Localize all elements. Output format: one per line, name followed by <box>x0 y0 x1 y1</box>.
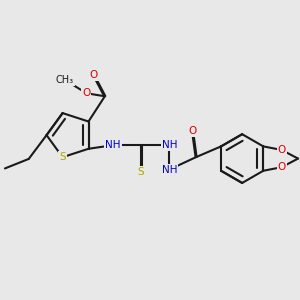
Text: S: S <box>138 167 144 177</box>
Text: S: S <box>59 152 66 162</box>
Text: O: O <box>188 126 197 136</box>
Text: NH: NH <box>162 140 177 150</box>
Text: O: O <box>278 162 286 172</box>
Text: O: O <box>82 88 91 98</box>
Text: O: O <box>278 145 286 155</box>
Text: CH₃: CH₃ <box>56 75 74 85</box>
Text: NH: NH <box>162 165 177 175</box>
Text: O: O <box>89 70 98 80</box>
Text: NH: NH <box>105 140 121 150</box>
